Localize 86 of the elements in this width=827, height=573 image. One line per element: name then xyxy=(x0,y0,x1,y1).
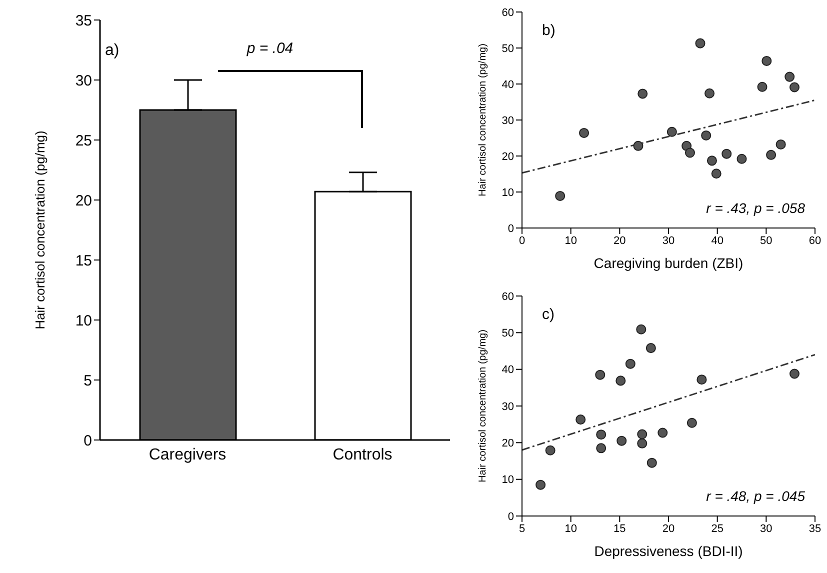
y-tick-label: 15 xyxy=(75,252,92,270)
y-tick-label: 10 xyxy=(502,186,514,199)
y-tick-label: 0 xyxy=(84,432,92,450)
point xyxy=(596,430,606,440)
y-axis-title: Hair cortisol concentration (pg/mg) xyxy=(478,330,489,482)
x-tick-label: 40 xyxy=(711,234,724,247)
annotation: r = .43, p = .058 xyxy=(706,200,805,216)
annotation: b) xyxy=(542,22,556,39)
y-tick-label: 25 xyxy=(75,132,92,150)
point xyxy=(711,168,722,179)
x-tick-label: 35 xyxy=(808,522,822,535)
point xyxy=(666,126,677,137)
annotation: c) xyxy=(542,306,554,323)
point xyxy=(789,82,800,92)
point xyxy=(596,443,606,454)
x-axis-title: Depressiveness (BDI-II) xyxy=(594,543,743,559)
point xyxy=(595,370,606,380)
y-axis-title: Hair cortisol concentration (pg/mg) xyxy=(32,130,48,330)
y-tick-label: 20 xyxy=(502,438,514,450)
y-tick-label: 20 xyxy=(75,192,92,210)
point xyxy=(684,148,695,158)
point xyxy=(616,436,627,446)
point xyxy=(625,358,636,369)
y-axis-title: Hair cortisol concentration (pg/mg) xyxy=(478,44,489,196)
x-tick-label: 10 xyxy=(564,522,577,535)
x-tick-label: 10 xyxy=(564,234,577,247)
x-tick-label: Controls xyxy=(332,446,392,464)
x-tick-label: 50 xyxy=(760,234,772,247)
x-tick-label: 30 xyxy=(662,234,675,247)
y-tick-label: 50 xyxy=(502,42,514,55)
point xyxy=(704,88,715,98)
y-tick-label: 60 xyxy=(502,6,514,19)
y-tick-label: 35 xyxy=(75,12,92,30)
y-tick-label: 30 xyxy=(502,114,514,127)
point xyxy=(545,445,556,456)
point xyxy=(658,428,668,438)
y-tick-label: 10 xyxy=(75,312,92,330)
x-tick-label: 5 xyxy=(518,522,526,535)
point xyxy=(646,343,656,354)
point xyxy=(736,154,747,164)
x-tick-label: 0 xyxy=(518,234,526,247)
x-axis-title: Caregiving burden (ZBI) xyxy=(594,255,744,271)
annotation: r = .48, p = .045 xyxy=(706,488,805,504)
point xyxy=(789,368,800,379)
annotation: p = .04 xyxy=(246,40,294,57)
point xyxy=(784,72,795,82)
y-tick-label: 30 xyxy=(502,400,514,413)
point xyxy=(646,458,657,468)
point xyxy=(637,438,648,448)
x-tick-label: 30 xyxy=(760,522,772,535)
point xyxy=(757,82,768,92)
point xyxy=(616,376,626,386)
x-tick-label: 25 xyxy=(711,522,724,535)
point xyxy=(762,56,772,66)
x-tick-label: Caregivers xyxy=(148,446,226,464)
point xyxy=(686,418,697,428)
y-tick-label: 0 xyxy=(508,222,514,235)
point xyxy=(706,156,717,166)
point xyxy=(766,150,776,160)
point xyxy=(776,139,786,150)
point xyxy=(696,374,707,385)
y-tick-label: 0 xyxy=(508,510,514,523)
point xyxy=(576,414,586,425)
annotation: a) xyxy=(105,42,120,60)
point xyxy=(695,38,706,48)
point xyxy=(633,140,644,151)
point xyxy=(536,480,546,490)
x-tick-label: 20 xyxy=(614,234,626,247)
x-tick-label: 15 xyxy=(614,522,626,535)
y-tick-label: 40 xyxy=(502,78,514,91)
y-tick-label: 50 xyxy=(502,328,514,340)
y-tick-label: 60 xyxy=(502,290,514,303)
y-tick-label: 40 xyxy=(502,364,514,376)
y-tick-label: 5 xyxy=(84,372,92,390)
y-tick-label: 20 xyxy=(502,150,514,163)
point xyxy=(637,429,648,440)
point xyxy=(638,88,648,99)
point xyxy=(701,130,712,140)
point xyxy=(636,324,646,334)
x-tick-label: 60 xyxy=(808,234,822,247)
y-tick-label: 30 xyxy=(75,72,92,90)
point xyxy=(722,148,732,159)
point xyxy=(555,190,566,201)
y-tick-label: 10 xyxy=(502,474,514,486)
x-tick-label: 20 xyxy=(662,522,675,535)
point xyxy=(579,128,590,138)
